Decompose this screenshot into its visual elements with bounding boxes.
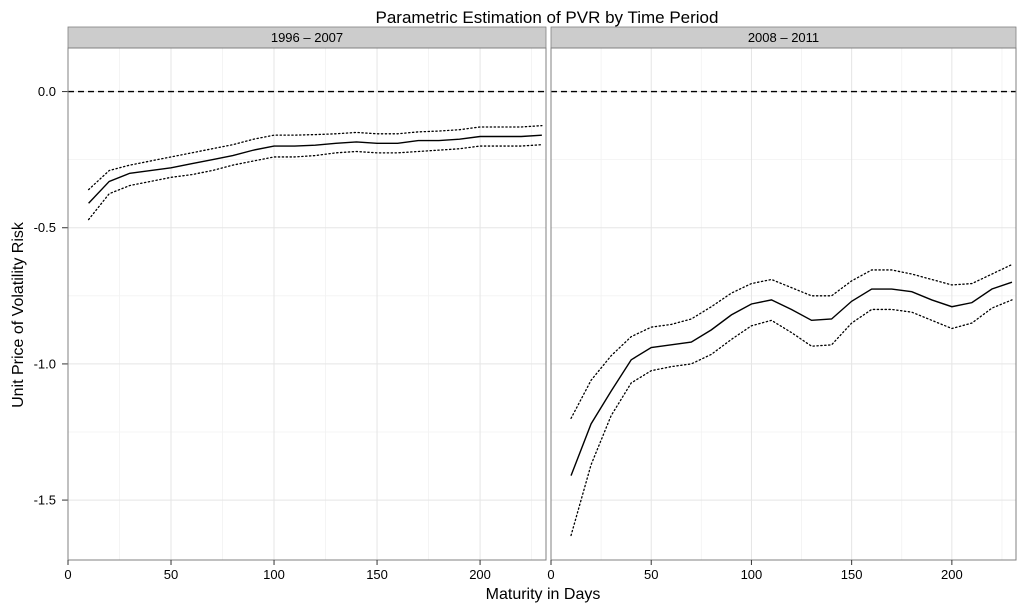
panel-border — [67, 47, 547, 561]
y-tick-label: 0.0 — [38, 84, 56, 99]
facet-strip-label: 2008 – 2011 — [748, 30, 819, 45]
y-tick-label: -1.5 — [34, 493, 56, 508]
y-axis-label: Unit Price of Volatility Risk — [10, 221, 27, 408]
x-tick-label: 0 — [547, 567, 554, 582]
x-tick-label: 200 — [469, 567, 491, 582]
lower-bound-line — [87, 144, 543, 221]
estimate-line — [570, 281, 1013, 476]
facet-panel-1: 1996 – 2007 0 50 100 150 200 — [64, 26, 547, 582]
x-axis-label: Maturity in Days — [486, 586, 601, 603]
facet-strip-label: 1996 – 2007 — [271, 30, 343, 45]
y-tick-label: -0.5 — [34, 220, 56, 235]
x-tick-label: 150 — [841, 567, 863, 582]
lower-bound-line — [570, 299, 1013, 537]
y-tick-label: -1.0 — [34, 356, 56, 371]
chart-title: Parametric Estimation of PVR by Time Per… — [376, 8, 719, 27]
x-tick-label: 0 — [64, 567, 71, 582]
panel-background — [68, 48, 546, 560]
x-tick-label: 50 — [644, 567, 658, 582]
upper-bound-line — [570, 263, 1013, 420]
upper-bound-line — [87, 124, 543, 191]
facet-panel-2: 2008 – 2011 0 50 100 150 200 — [547, 26, 1017, 582]
x-tick-label: 200 — [941, 567, 963, 582]
x-tick-label: 100 — [263, 567, 285, 582]
panel-border — [550, 47, 1017, 561]
panel-background — [551, 48, 1016, 560]
x-tick-label: 100 — [741, 567, 763, 582]
x-tick-label: 150 — [366, 567, 388, 582]
estimate-line — [88, 134, 542, 204]
x-tick-label: 50 — [164, 567, 178, 582]
